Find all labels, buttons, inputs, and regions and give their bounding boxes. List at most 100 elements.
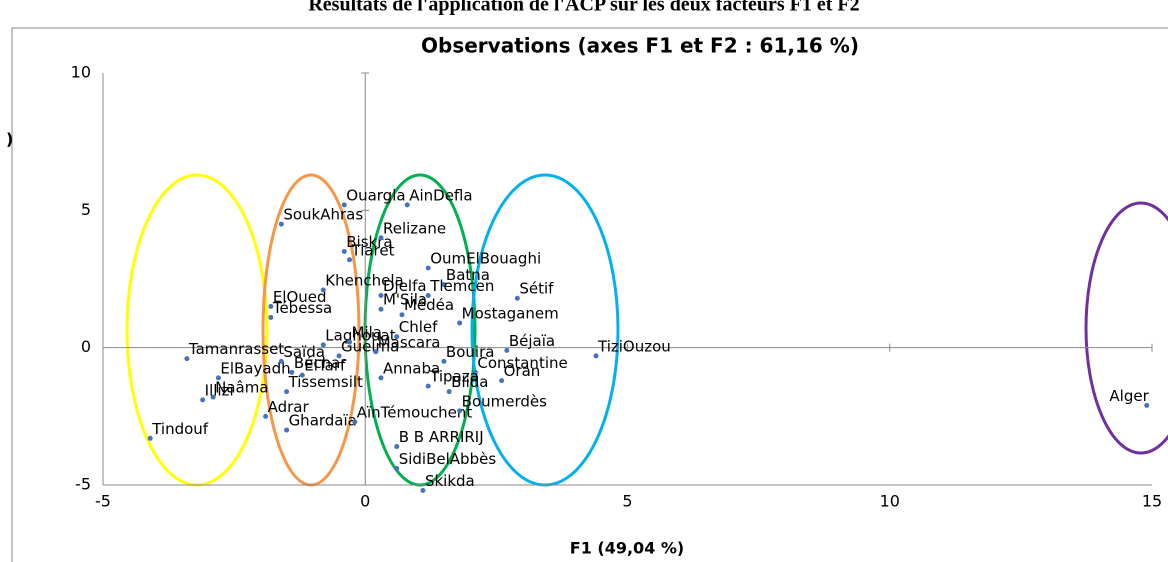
point-label: Mostaganem <box>462 304 559 322</box>
point-label: Blida <box>451 373 488 391</box>
point <box>378 375 384 381</box>
point <box>378 235 384 241</box>
point-label: Médéa <box>404 296 454 314</box>
point <box>341 202 347 208</box>
point <box>499 378 505 384</box>
point-label: Relizane <box>383 219 446 237</box>
x-tick-label: 15 <box>1142 492 1162 511</box>
point-label: Tlemcen <box>429 277 494 295</box>
point-label: B B ARRIRIJ <box>399 428 484 446</box>
point <box>278 221 284 227</box>
point <box>504 347 510 353</box>
point-label: Batna <box>446 266 490 284</box>
point <box>299 372 305 378</box>
point <box>441 358 447 364</box>
point <box>320 342 326 348</box>
point-label: Skikda <box>425 472 475 490</box>
chart-frame <box>11 27 1168 562</box>
point-label: SoukAhras <box>283 206 363 224</box>
group-ellipse <box>470 173 620 487</box>
top-title: Résultats de l'application de l'ACP sur … <box>308 0 859 16</box>
chart-title: Observations (axes F1 et F2 : 61,16 %) <box>421 34 859 58</box>
point <box>399 312 405 318</box>
point-label: Chlef <box>399 318 438 336</box>
y-tick-label: 5 <box>81 200 91 219</box>
point <box>289 369 295 375</box>
point <box>320 287 326 293</box>
point-label: Saïda <box>283 343 325 361</box>
point <box>378 292 384 298</box>
point-label: OumElBouaghi <box>430 250 541 268</box>
y-axis-label: ) <box>6 130 13 149</box>
point-label: Tindouf <box>151 420 209 438</box>
point <box>404 202 410 208</box>
point <box>184 356 190 362</box>
point-label: TiziOuzou <box>597 337 671 355</box>
y-tick-label: 0 <box>81 337 91 356</box>
point-label: Annaba <box>383 359 440 377</box>
point-label: Djelfa <box>383 277 427 295</box>
point <box>210 394 216 400</box>
point <box>394 334 400 340</box>
point <box>457 408 463 414</box>
group-ellipse <box>1084 201 1168 455</box>
point <box>441 281 447 287</box>
point <box>1144 402 1150 408</box>
point-label: Ghardaïa <box>289 412 357 430</box>
y-tick-label: -5 <box>75 475 91 494</box>
point <box>394 444 400 450</box>
point-label: Alger <box>1109 387 1149 405</box>
point-label: Mila <box>352 324 382 342</box>
point-label: Laghouat <box>325 326 395 344</box>
point <box>472 369 478 375</box>
x-tick-label: 10 <box>880 492 900 511</box>
point <box>457 320 463 326</box>
point <box>347 339 353 345</box>
y-tick-label: 10 <box>71 63 91 82</box>
point-label: Béchar <box>294 354 347 372</box>
point-label: ElBayadh <box>220 359 290 377</box>
point-label: Khenchela <box>325 271 403 289</box>
point <box>425 383 431 389</box>
point <box>420 487 426 493</box>
point-label: AinDefla <box>409 186 472 204</box>
point-label: Tipaza <box>429 368 479 386</box>
point <box>593 353 599 359</box>
point-label: Mascara <box>378 333 441 351</box>
point-label: Tamanrasset <box>188 340 284 358</box>
point <box>147 435 153 441</box>
point-label: Tiaret <box>351 241 395 259</box>
point <box>336 353 342 359</box>
x-axis-label: F1 (49,04 %) <box>570 539 684 558</box>
point-label: Illizi <box>205 381 234 399</box>
point <box>425 265 431 271</box>
point-label: Boumerdès <box>462 392 547 410</box>
point-label: M'Sila <box>383 291 427 309</box>
x-tick-label: -5 <box>95 492 111 511</box>
point-label: Sétif <box>519 280 554 298</box>
point <box>268 314 274 320</box>
point <box>378 306 384 312</box>
point <box>514 295 520 301</box>
point <box>425 292 431 298</box>
point-label: SidiBelAbbès <box>399 450 497 468</box>
point <box>446 389 452 395</box>
point <box>373 349 379 355</box>
point-label: Naâma <box>215 379 268 397</box>
x-tick-label: 0 <box>360 492 370 511</box>
x-tick-label: 5 <box>622 492 632 511</box>
point-label: Guelma <box>341 337 399 355</box>
point <box>268 303 274 309</box>
point-label: Adrar <box>268 398 310 416</box>
point <box>284 389 290 395</box>
point-label: Bouira <box>446 343 495 361</box>
point <box>341 249 347 255</box>
point-label: ElTarf <box>304 357 346 375</box>
point <box>352 419 358 425</box>
point <box>284 427 290 433</box>
point-label: Constantine <box>477 354 567 372</box>
point-label: Oran <box>504 362 541 380</box>
point-label: Tissemsilt <box>288 373 363 391</box>
point <box>278 358 284 364</box>
